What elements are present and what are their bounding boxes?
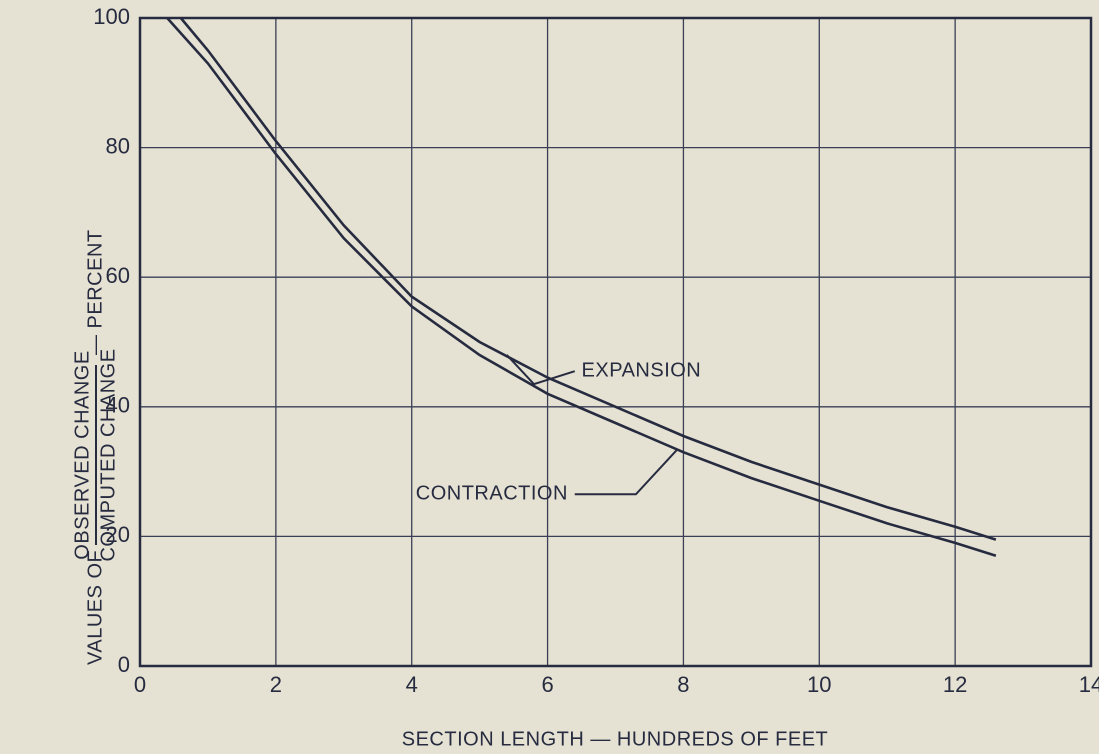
y-tick-label: 80 [106, 133, 130, 158]
x-tick-label: 0 [134, 672, 146, 697]
y-label-denominator: COMPUTED CHANGE [97, 348, 119, 561]
leader-line [506, 354, 576, 386]
y-tick-label: 100 [93, 4, 130, 29]
x-tick-label: 12 [943, 672, 967, 697]
leader-line [574, 449, 678, 496]
line-series [166, 17, 997, 558]
series-annotation: EXPANSION [582, 359, 702, 381]
x-axis-label: SECTION LENGTH — HUNDREDS OF FEET [402, 728, 829, 750]
y-label-numerator: OBSERVED CHANGE [71, 350, 93, 559]
y-label-prefix: VALUES OF [84, 550, 106, 665]
x-tick-label: 4 [406, 672, 418, 697]
y-axis-label: VALUES OF OBSERVED CHANGE COMPUTED CHANG… [71, 229, 119, 665]
series-annotation: CONTRACTION [416, 483, 568, 505]
y-tick-label: 40 [106, 393, 130, 418]
line-series [179, 17, 997, 541]
x-tick-label: 10 [807, 672, 831, 697]
y-label-suffix: — PERCENT [84, 229, 106, 355]
y-tick-label: 20 [106, 522, 130, 547]
x-tick-label: 14 [1079, 672, 1099, 697]
plot-frame [138, 16, 1093, 668]
y-tick-label: 60 [106, 263, 130, 288]
x-tick-label: 2 [270, 672, 282, 697]
y-tick-label: 0 [118, 652, 130, 677]
x-tick-label: 8 [677, 672, 689, 697]
x-tick-label: 6 [541, 672, 553, 697]
